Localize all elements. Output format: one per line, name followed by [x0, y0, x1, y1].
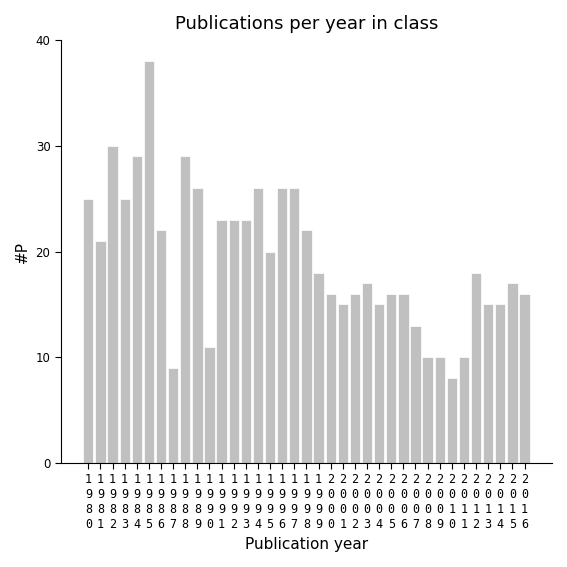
Bar	[277, 188, 287, 463]
Bar	[301, 230, 312, 463]
Bar	[217, 220, 227, 463]
Bar	[120, 198, 130, 463]
Bar	[229, 220, 239, 463]
Bar	[483, 304, 493, 463]
Bar	[362, 284, 372, 463]
Bar	[204, 347, 215, 463]
Bar	[168, 368, 178, 463]
Bar	[350, 294, 360, 463]
Bar	[519, 294, 530, 463]
Bar	[192, 188, 202, 463]
Bar	[411, 325, 421, 463]
Bar	[495, 304, 505, 463]
Bar	[83, 198, 94, 463]
X-axis label: Publication year: Publication year	[245, 537, 368, 552]
Bar	[386, 294, 396, 463]
Bar	[132, 156, 142, 463]
Bar	[144, 61, 154, 463]
Bar	[374, 304, 384, 463]
Bar	[240, 220, 251, 463]
Bar	[253, 188, 263, 463]
Bar	[507, 284, 518, 463]
Bar	[95, 241, 105, 463]
Title: Publications per year in class: Publications per year in class	[175, 15, 438, 33]
Bar	[434, 357, 445, 463]
Bar	[156, 230, 166, 463]
Bar	[289, 188, 299, 463]
Bar	[325, 294, 336, 463]
Bar	[459, 357, 469, 463]
Bar	[398, 294, 408, 463]
Bar	[314, 273, 324, 463]
Bar	[337, 304, 348, 463]
Y-axis label: #P: #P	[15, 240, 30, 263]
Bar	[471, 273, 481, 463]
Bar	[180, 156, 191, 463]
Bar	[265, 252, 275, 463]
Bar	[107, 146, 118, 463]
Bar	[447, 378, 457, 463]
Bar	[422, 357, 433, 463]
